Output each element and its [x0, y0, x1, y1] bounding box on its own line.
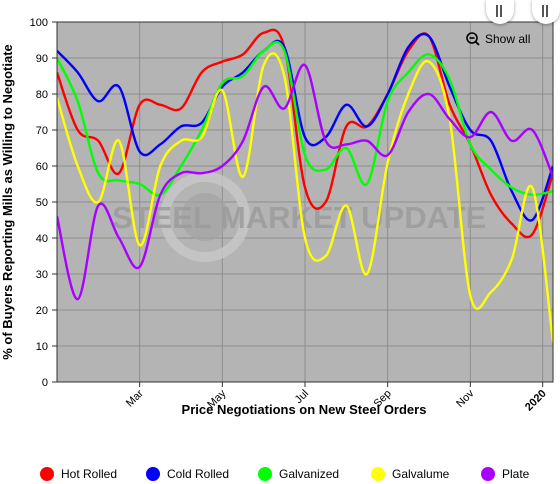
x-tick-label: Mar: [124, 387, 146, 409]
legend: Hot Rolled Cold Rolled Galvanized Galvalume…: [40, 467, 530, 481]
legend-label: Galvanized: [279, 467, 339, 481]
y-tick-label: 0: [42, 377, 48, 389]
legend-marker: [371, 467, 385, 481]
toolbar-button-left[interactable]: [486, 0, 514, 24]
y-axis: 0 10 20 30 40 50 60 70 80 90 100: [30, 17, 57, 389]
y-tick-label: 70: [36, 125, 48, 137]
series-line-cold-rolled[interactable]: [57, 32, 553, 222]
series-line-galvalume[interactable]: [57, 52, 553, 343]
y-tick-label: 10: [36, 341, 48, 353]
y-axis-title: % of Buyers Reporting Mills as Willing t…: [0, 44, 15, 360]
legend-label: Plate: [502, 467, 530, 481]
x-tick-label: 2020: [523, 388, 549, 414]
legend-item-plate[interactable]: Plate: [481, 467, 530, 481]
y-tick-label: 80: [36, 89, 48, 101]
y-tick-label: 30: [36, 269, 48, 281]
zoom-out-icon: [466, 32, 480, 46]
series-group: [57, 28, 553, 343]
legend-label: Galvalume: [392, 467, 450, 481]
legend-marker: [40, 467, 54, 481]
x-axis-title: Price Negotiations on New Steel Orders: [182, 402, 427, 417]
y-tick-label: 100: [30, 17, 48, 29]
y-tick-label: 20: [36, 305, 48, 317]
toolbar-button-right[interactable]: [532, 0, 560, 24]
show-all-button[interactable]: Show all: [466, 30, 530, 48]
y-tick-label: 60: [36, 161, 48, 173]
series-line-galvanized[interactable]: [57, 40, 553, 197]
legend-marker: [258, 467, 272, 481]
legend-marker: [146, 467, 160, 481]
legend-marker: [481, 467, 495, 481]
legend-label: Hot Rolled: [61, 467, 117, 481]
y-tick-label: 50: [36, 197, 48, 209]
legend-item-cold-rolled[interactable]: Cold Rolled: [146, 467, 229, 481]
legend-item-galvalume[interactable]: Galvalume: [371, 467, 450, 481]
legend-item-hot-rolled[interactable]: Hot Rolled: [40, 467, 117, 481]
legend-label: Cold Rolled: [167, 467, 229, 481]
legend-item-galvanized[interactable]: Galvanized: [258, 467, 339, 481]
x-tick-label: Nov: [454, 387, 477, 410]
series-line-plate[interactable]: [57, 63, 553, 301]
show-all-label: Show all: [485, 32, 531, 46]
y-tick-label: 40: [36, 233, 48, 245]
y-tick-label: 90: [36, 53, 48, 65]
